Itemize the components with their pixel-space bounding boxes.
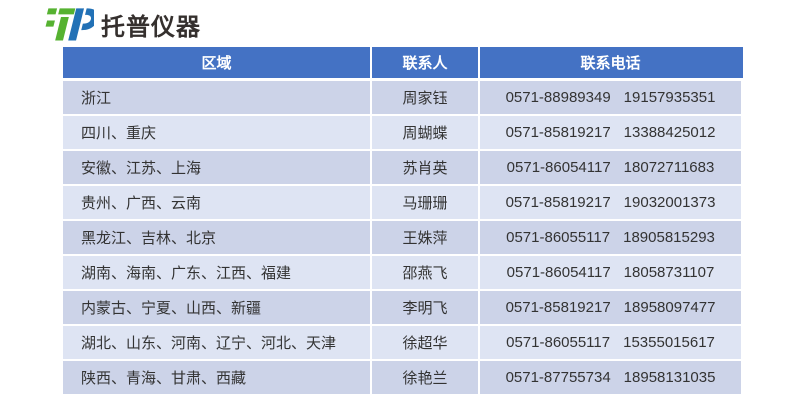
office-phone: 0571-86055117 <box>506 229 611 246</box>
brand-name: 托普仪器 <box>101 13 201 41</box>
region-cell: 陕西、青海、甘肃、西藏 <box>63 361 372 394</box>
region-cell: 内蒙古、宁夏、山西、新疆 <box>63 291 372 324</box>
office-phone: 0571-86054117 <box>506 159 611 176</box>
mobile-phone: 13388425012 <box>623 124 716 141</box>
office-phone: 0571-88989349 <box>505 89 611 106</box>
mobile-phone: 18958097477 <box>623 299 716 316</box>
table-header-row: 区域 联系人 联系电话 <box>63 47 743 78</box>
phone-cell: 0571-87755734 18958131035 <box>480 361 741 394</box>
contact-cell: 苏肖英 <box>372 151 480 184</box>
region-cell: 贵州、广西、云南 <box>63 186 372 219</box>
region-cell: 湖北、山东、河南、辽宁、河北、天津 <box>63 326 372 359</box>
contact-table: 区域 联系人 联系电话 浙江 周家钰 0571-88989349 1915793… <box>63 47 743 394</box>
office-phone: 0571-86055117 <box>506 334 611 351</box>
mobile-phone: 18905815293 <box>623 229 715 246</box>
contact-cell: 李明飞 <box>372 291 480 324</box>
contact-cell: 徐艳兰 <box>372 361 480 394</box>
office-phone: 0571-86054117 <box>506 264 611 281</box>
table-row: 湖南、海南、广东、江西、福建 邵燕飞 0571-86054117 1805873… <box>63 256 743 289</box>
contact-cell: 邵燕飞 <box>372 256 480 289</box>
mobile-phone: 18958131035 <box>623 369 716 386</box>
phone-cell: 0571-86054117 18058731107 <box>480 256 741 289</box>
contact-cell: 周家钰 <box>372 81 480 114</box>
office-phone: 0571-85819217 <box>505 194 611 211</box>
office-phone: 0571-87755734 <box>505 369 611 386</box>
mobile-phone: 19157935351 <box>623 89 716 106</box>
header-region: 区域 <box>63 47 372 78</box>
phone-cell: 0571-85819217 13388425012 <box>480 116 741 149</box>
region-cell: 浙江 <box>63 81 372 114</box>
region-cell: 四川、重庆 <box>63 116 372 149</box>
phone-cell: 0571-86055117 18905815293 <box>480 221 741 254</box>
brand-header: 托普仪器 <box>38 4 201 44</box>
table-row: 湖北、山东、河南、辽宁、河北、天津 徐超华 0571-86055117 1535… <box>63 326 743 359</box>
office-phone: 0571-85819217 <box>505 124 611 141</box>
region-cell: 黑龙江、吉林、北京 <box>63 221 372 254</box>
phone-cell: 0571-86055117 15355015617 <box>480 326 741 359</box>
table-row: 贵州、广西、云南 马珊珊 0571-85819217 19032001373 <box>63 186 743 219</box>
region-cell: 安徽、江苏、上海 <box>63 151 372 184</box>
phone-cell: 0571-88989349 19157935351 <box>480 81 741 114</box>
contact-cell: 马珊珊 <box>372 186 480 219</box>
header-contact: 联系人 <box>372 47 480 78</box>
table-row: 四川、重庆 周蝴蝶 0571-85819217 13388425012 <box>63 116 743 149</box>
table-row: 安徽、江苏、上海 苏肖英 0571-86054117 18072711683 <box>63 151 743 184</box>
contact-cell: 王姝萍 <box>372 221 480 254</box>
table-row: 陕西、青海、甘肃、西藏 徐艳兰 0571-87755734 1895813103… <box>63 361 743 394</box>
table-row: 内蒙古、宁夏、山西、新疆 李明飞 0571-85819217 189580974… <box>63 291 743 324</box>
table-row: 黑龙江、吉林、北京 王姝萍 0571-86055117 18905815293 <box>63 221 743 254</box>
mobile-phone: 19032001373 <box>623 194 716 211</box>
office-phone: 0571-85819217 <box>505 299 611 316</box>
table-body: 浙江 周家钰 0571-88989349 19157935351 四川、重庆 周… <box>63 81 743 394</box>
mobile-phone: 18072711683 <box>623 159 715 176</box>
mobile-phone: 15355015617 <box>623 334 715 351</box>
contact-cell: 徐超华 <box>372 326 480 359</box>
mobile-phone: 18058731107 <box>623 264 715 281</box>
header-phone: 联系电话 <box>580 55 641 72</box>
table-row: 浙江 周家钰 0571-88989349 19157935351 <box>63 81 743 114</box>
region-cell: 湖南、海南、广东、江西、福建 <box>63 256 372 289</box>
phone-cell: 0571-86054117 18072711683 <box>480 151 741 184</box>
tp-logo-icon <box>45 8 94 41</box>
contact-cell: 周蝴蝶 <box>372 116 480 149</box>
phone-cell: 0571-85819217 19032001373 <box>480 186 741 219</box>
phone-cell: 0571-85819217 18958097477 <box>480 291 741 324</box>
